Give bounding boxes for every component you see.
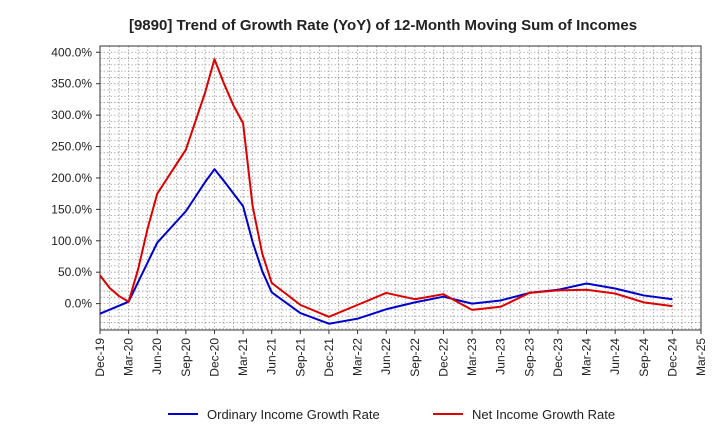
chart-title: [9890] Trend of Growth Rate (YoY) of 12-… [129, 17, 637, 34]
x-tick-label: Dec-21 [322, 338, 336, 377]
y-tick-label: 150.0% [51, 202, 92, 216]
y-tick-label: 350.0% [51, 77, 92, 91]
x-tick-label: Dec-24 [665, 338, 679, 377]
x-tick-label: Sep-20 [179, 338, 193, 377]
x-tick-label: Mar-25 [694, 338, 708, 376]
x-tick-label: Mar-24 [580, 338, 594, 376]
x-tick-label: Sep-22 [408, 338, 422, 377]
x-tick-label: Mar-23 [465, 338, 479, 376]
x-tick-label: Dec-23 [551, 338, 565, 377]
x-tick-label: Jun-23 [494, 338, 508, 375]
series-lines [99, 58, 673, 325]
x-tick-label: Sep-24 [637, 338, 651, 377]
x-tick-label: Jun-20 [150, 338, 164, 375]
x-tick-label: Jun-24 [608, 338, 622, 375]
x-tick-label: Dec-22 [436, 338, 450, 377]
x-tick-label: Dec-20 [207, 338, 221, 377]
x-tick-label: Jun-21 [265, 338, 279, 375]
y-tick-label: 100.0% [51, 234, 92, 248]
y-tick-label: 300.0% [51, 108, 92, 122]
x-tick-label: Jun-22 [379, 338, 393, 375]
legend-label-2: Net Income Growth Rate [472, 407, 615, 422]
y-tick-label: 400.0% [51, 45, 92, 59]
x-tick-label: Dec-19 [93, 338, 107, 377]
y-tick-label: 0.0% [65, 297, 93, 311]
y-tick-label: 250.0% [51, 140, 92, 154]
y-axis: 0.0% 50.0% 100.0% 150.0% 200.0% 250.0% 300.0% 3… [51, 45, 100, 311]
legend-label-1: Ordinary Income Growth Rate [207, 407, 380, 422]
series-line-2 [99, 58, 673, 318]
legend: Ordinary Income Growth Rate Net Income Gr… [168, 407, 615, 422]
x-tick-label: Mar-20 [122, 338, 136, 376]
x-tick-label: Mar-22 [351, 338, 365, 376]
x-tick-label: Sep-21 [293, 338, 307, 377]
x-axis: Dec-19 Mar-20 Jun-20 Sep-20 Dec-20 Mar-21 Jun-… [93, 330, 708, 377]
y-tick-label: 50.0% [58, 265, 92, 279]
x-tick-label: Mar-21 [236, 338, 250, 376]
plot-frame [99, 45, 702, 331]
y-tick-label: 200.0% [51, 171, 92, 185]
x-tick-label: Sep-23 [522, 338, 536, 377]
